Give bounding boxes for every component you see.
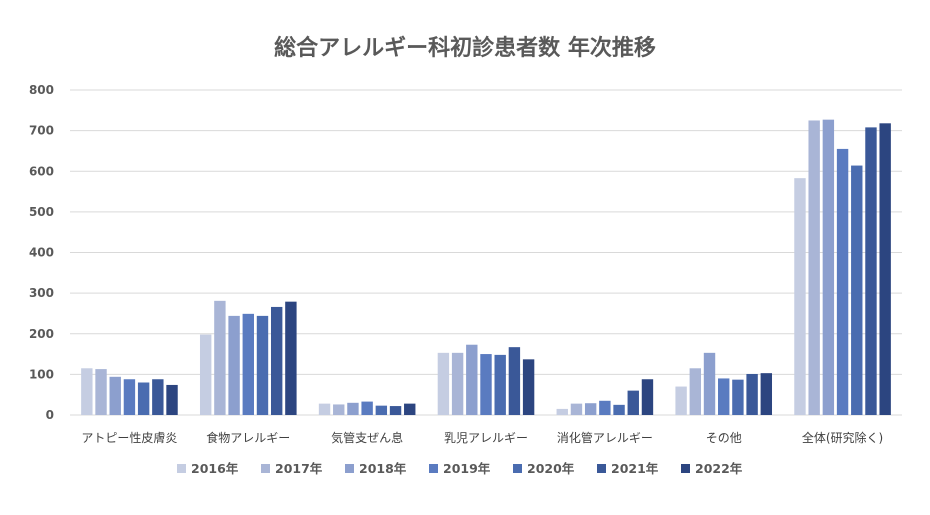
- bar: [836, 148, 849, 415]
- bar: [494, 354, 506, 416]
- legend-label: 2020年: [527, 461, 575, 476]
- y-tick-label: 200: [29, 327, 54, 341]
- bar: [480, 354, 492, 415]
- bar: [627, 390, 639, 416]
- legend-swatch: [513, 464, 522, 473]
- bars: [81, 119, 891, 416]
- bar: [199, 334, 212, 415]
- bar: [270, 306, 283, 415]
- x-category-label: 乳児アレルギー: [444, 431, 528, 445]
- x-axis-categories: アトピー性皮膚炎 食物アレルギー 気管支ぜん息 乳児アレルギー 消化管アレルギー その他 全…: [81, 430, 883, 445]
- bar: [760, 373, 773, 415]
- bar: [808, 120, 820, 415]
- y-tick-label: 600: [29, 164, 54, 178]
- bar: [746, 373, 758, 415]
- bar: [718, 378, 730, 415]
- bar: [689, 368, 702, 415]
- bar: [822, 119, 835, 415]
- bar: [641, 379, 654, 415]
- bar: [556, 408, 568, 415]
- bar: [703, 352, 716, 415]
- y-tick-label: 300: [29, 286, 54, 300]
- bar: [361, 401, 373, 415]
- bar: [451, 352, 464, 415]
- bar: [732, 379, 744, 415]
- bar: [851, 165, 863, 415]
- chart-title: 総合アレルギー科初診患者数 年次推移: [274, 35, 656, 61]
- bar: [865, 127, 877, 416]
- bar: [584, 403, 597, 415]
- bar: [794, 178, 806, 415]
- bar: [404, 403, 416, 416]
- legend: 2016年 2017年 2018年 2019年 2020年 2021年 2022年: [177, 461, 743, 476]
- bar: [347, 402, 359, 415]
- bar: [466, 344, 478, 415]
- x-category-label: 全体(研究除く): [802, 430, 883, 445]
- legend-label: 2016年: [191, 461, 239, 476]
- bar: [152, 379, 164, 415]
- y-tick-label: 500: [29, 205, 54, 219]
- bar: [228, 315, 240, 416]
- bar: [599, 400, 611, 415]
- legend-swatch: [177, 464, 186, 473]
- bar: [508, 347, 521, 415]
- bar: [389, 406, 402, 415]
- legend-label: 2019年: [443, 461, 491, 476]
- bar: [318, 403, 331, 416]
- legend-swatch: [429, 464, 438, 473]
- y-tick-label: 100: [29, 367, 54, 381]
- bar: [613, 404, 625, 415]
- y-tick-label: 800: [29, 83, 54, 97]
- legend-label: 2018年: [359, 461, 407, 476]
- bar: [81, 368, 93, 415]
- y-tick-label: 700: [29, 124, 54, 138]
- legend-label: 2022年: [695, 461, 743, 476]
- bar: [123, 379, 136, 415]
- bar: [522, 359, 535, 415]
- x-category-label: 気管支ぜん息: [331, 430, 403, 445]
- x-category-label: その他: [706, 431, 742, 445]
- x-category-label: 消化管アレルギー: [557, 430, 653, 445]
- x-category-label: アトピー性皮膚炎: [81, 430, 177, 445]
- bar: [437, 352, 450, 415]
- legend-swatch: [681, 464, 690, 473]
- bar: [879, 123, 891, 415]
- bar: [333, 404, 345, 415]
- y-tick-label: 400: [29, 246, 54, 260]
- bar: [375, 405, 388, 415]
- bar: [166, 384, 178, 415]
- bar: [256, 315, 269, 416]
- legend-swatch: [597, 464, 606, 473]
- bar: [214, 300, 226, 415]
- y-axis-ticks: 0 100 200 300 400 500 600 700 800: [29, 83, 54, 422]
- bar: [242, 313, 254, 415]
- bar: [570, 403, 583, 416]
- bar: [109, 376, 121, 415]
- x-category-label: 食物アレルギー: [206, 430, 290, 445]
- bar: [95, 369, 107, 415]
- legend-swatch: [345, 464, 354, 473]
- legend-label: 2021年: [611, 461, 659, 476]
- y-tick-label: 0: [46, 408, 54, 422]
- legend-label: 2017年: [275, 461, 323, 476]
- bar: [285, 301, 297, 415]
- legend-swatch: [261, 464, 270, 473]
- bar: [137, 382, 150, 415]
- bar: [675, 386, 687, 415]
